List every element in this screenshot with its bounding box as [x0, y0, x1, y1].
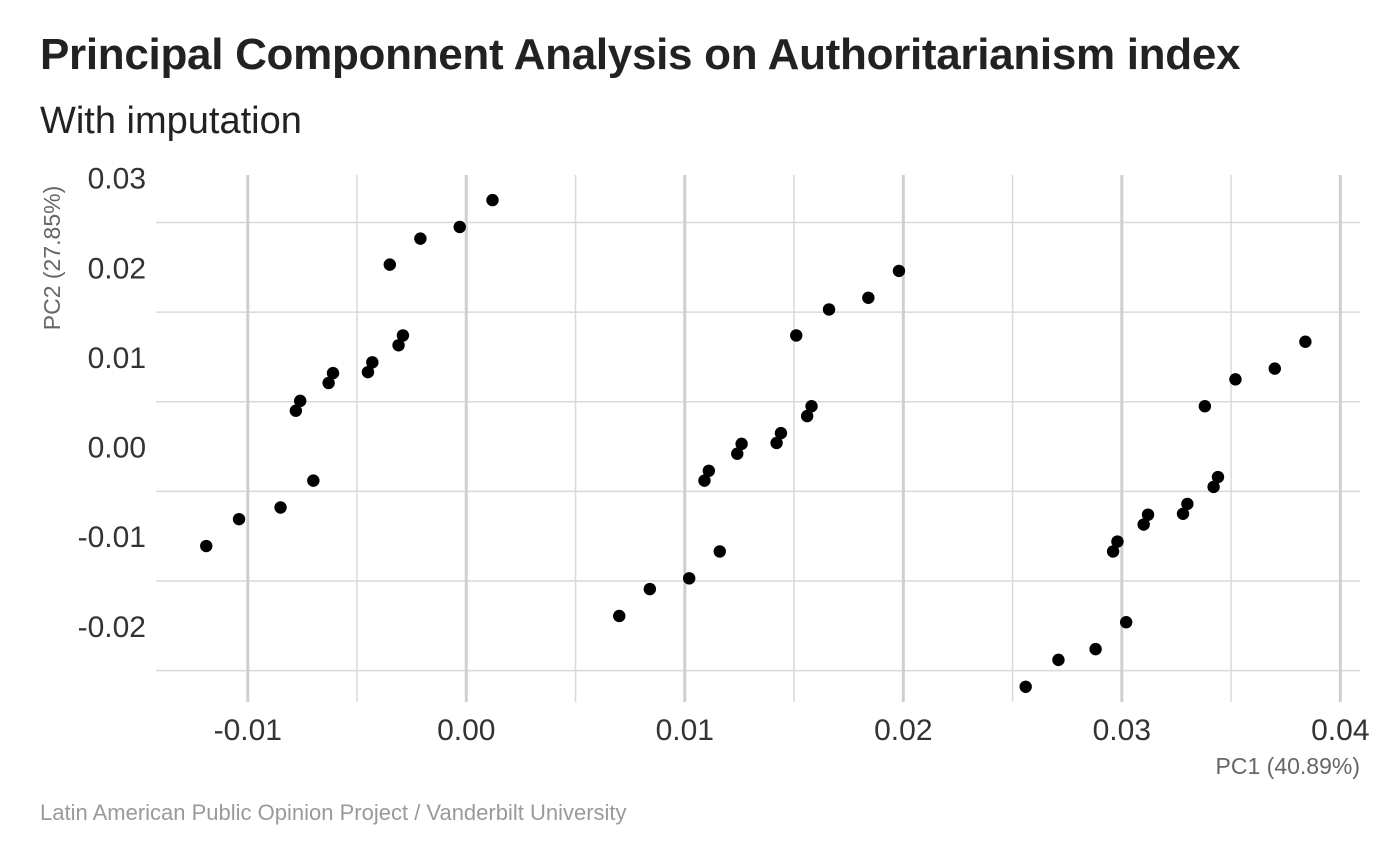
data-point [862, 291, 875, 304]
data-point [770, 436, 783, 450]
data-point [643, 582, 657, 596]
data-point [822, 303, 836, 316]
data-point [698, 474, 711, 487]
data-point [366, 356, 379, 369]
data-point [800, 409, 814, 423]
y-axis-title: PC2 (27.85%) [39, 186, 65, 330]
data-point [1181, 497, 1194, 511]
data-point [294, 394, 307, 408]
y-axis-ticks: -0.02 -0.01 0.00 0.01 0.02 0.03 [78, 163, 146, 644]
data-point [731, 447, 744, 460]
y-tick-label: -0.01 [78, 521, 146, 554]
grid-lines [156, 175, 1360, 702]
data-point [1052, 653, 1065, 667]
data-point [1211, 470, 1225, 484]
y-tick-label: 0.03 [88, 163, 146, 196]
y-tick-label: 0.01 [88, 342, 146, 375]
data-point [326, 366, 340, 380]
data-point [322, 376, 335, 390]
data-point [274, 501, 287, 514]
chart-subtitle: With imputation [40, 100, 302, 142]
x-tick-label: 0.03 [1093, 714, 1151, 747]
y-tick-label: 0.00 [88, 432, 146, 465]
data-point [1229, 373, 1242, 386]
x-tick-label: -0.01 [214, 714, 282, 747]
data-point [892, 264, 906, 278]
data-point [392, 339, 405, 352]
data-points [200, 193, 1312, 693]
data-point [396, 329, 410, 342]
data-point [307, 474, 320, 487]
data-point [1106, 545, 1120, 558]
y-tick-label: 0.02 [88, 252, 146, 285]
data-point [790, 329, 803, 342]
data-point [1137, 518, 1150, 531]
data-point [414, 232, 427, 245]
data-point [702, 464, 716, 477]
x-axis-title: PC1 (40.89%) [1216, 753, 1360, 779]
data-point [486, 193, 499, 207]
x-tick-label: 0.02 [874, 714, 932, 747]
data-point [1268, 362, 1281, 375]
data-point [361, 365, 375, 379]
data-point [383, 258, 397, 271]
chart-title: Principal Componnent Analysis on Authori… [40, 30, 1241, 79]
data-point [805, 400, 818, 413]
data-point [1198, 400, 1212, 413]
data-point [713, 545, 726, 558]
data-point [1207, 480, 1220, 494]
data-point [735, 437, 748, 451]
x-tick-label: 0.01 [656, 714, 714, 747]
data-point [613, 609, 626, 623]
data-point [774, 426, 788, 440]
y-tick-label: -0.02 [78, 611, 146, 644]
chart-caption: Latin American Public Opinion Project / … [40, 800, 627, 825]
data-point [200, 539, 213, 553]
data-point [1019, 680, 1032, 693]
data-point [453, 220, 466, 234]
data-point [232, 512, 246, 526]
x-axis-ticks: -0.01 0.00 0.01 0.02 0.03 0.04 [214, 714, 1370, 747]
data-point [1141, 508, 1155, 521]
data-point [1119, 616, 1133, 629]
data-point [1176, 507, 1190, 520]
data-point [1089, 642, 1102, 656]
data-point [289, 404, 303, 417]
data-point [1111, 535, 1124, 548]
data-point [682, 572, 696, 585]
x-tick-label: 0.04 [1311, 714, 1369, 747]
data-point [1299, 335, 1312, 348]
x-tick-label: 0.00 [437, 714, 495, 747]
